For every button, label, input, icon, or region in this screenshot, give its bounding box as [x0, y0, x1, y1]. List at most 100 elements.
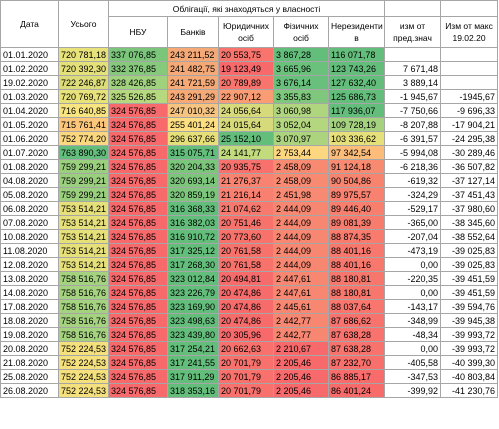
- cell-nbu[interactable]: 325 526,85: [108, 89, 168, 104]
- cell-banks[interactable]: 243 211,52: [167, 47, 219, 62]
- cell-banks[interactable]: 316 382,03: [167, 215, 219, 230]
- cell-legal[interactable]: 24 056,64: [218, 103, 274, 118]
- cell-change-prev[interactable]: -6 218,36: [384, 159, 442, 174]
- cell-change-max[interactable]: -39 945,38: [440, 313, 499, 328]
- header-change-max[interactable]: Изм от макс 19.02.20: [440, 16, 499, 48]
- cell-total[interactable]: 720 392,30: [58, 61, 109, 76]
- cell-change-max[interactable]: -39 993,72: [440, 327, 499, 342]
- cell-legal[interactable]: 20 474,86: [218, 285, 274, 300]
- cell-date[interactable]: 04.08.2020: [0, 173, 59, 188]
- cell-total[interactable]: 752 224,53: [58, 369, 109, 384]
- cell-individuals[interactable]: 2 444,09: [273, 243, 329, 258]
- cell-change-max[interactable]: -41 230,76: [440, 383, 499, 398]
- cell-total[interactable]: 752 224,53: [58, 341, 109, 356]
- cell-total[interactable]: 753 514,21: [58, 201, 109, 216]
- cell-change-max[interactable]: -1945,67: [440, 89, 499, 104]
- cell-nonresidents[interactable]: 88 180,81: [327, 285, 386, 300]
- cell-legal[interactable]: 20 761,58: [218, 257, 274, 272]
- cell-banks[interactable]: 323 439,80: [167, 327, 219, 342]
- cell-date[interactable]: 19.08.2020: [0, 327, 59, 342]
- cell-nbu[interactable]: 324 576,85: [108, 299, 168, 314]
- cell-nonresidents[interactable]: 123 743,26: [327, 61, 386, 76]
- cell-individuals[interactable]: 2 444,09: [273, 201, 329, 216]
- cell-total[interactable]: 758 516,76: [58, 313, 109, 328]
- cell-date[interactable]: 01.04.2020: [0, 103, 59, 118]
- cell-nbu[interactable]: 324 576,85: [108, 383, 168, 398]
- cell-change-max[interactable]: -39 993,72: [440, 341, 499, 356]
- cell-change-prev[interactable]: 0,00: [384, 257, 442, 272]
- cell-nbu[interactable]: 324 576,85: [108, 145, 168, 160]
- cell-nbu[interactable]: 324 576,85: [108, 285, 168, 300]
- cell-nbu[interactable]: 324 576,85: [108, 355, 168, 370]
- cell-change-max[interactable]: -37 451,43: [440, 187, 499, 202]
- cell-change-max[interactable]: [440, 75, 499, 90]
- cell-legal[interactable]: 21 216,14: [218, 187, 274, 202]
- cell-legal[interactable]: 20 474,86: [218, 299, 274, 314]
- cell-legal[interactable]: 20 773,60: [218, 229, 274, 244]
- cell-change-prev[interactable]: -399,92: [384, 383, 442, 398]
- cell-date[interactable]: 20.08.2020: [0, 341, 59, 356]
- cell-individuals[interactable]: 2 205,46: [273, 383, 329, 398]
- cell-date[interactable]: 07.08.2020: [0, 215, 59, 230]
- cell-nonresidents[interactable]: 125 686,73: [327, 89, 386, 104]
- cell-legal[interactable]: 19 123,49: [218, 61, 274, 76]
- cell-individuals[interactable]: 2 451,98: [273, 187, 329, 202]
- cell-individuals[interactable]: 2 442,77: [273, 327, 329, 342]
- header-ownership-group[interactable]: Облігації, які знаходяться у власності: [107, 0, 386, 17]
- cell-change-prev[interactable]: -5 994,08: [384, 145, 442, 160]
- cell-change-prev[interactable]: 0,00: [384, 285, 442, 300]
- cell-total[interactable]: 758 516,76: [58, 299, 109, 314]
- cell-date[interactable]: 01.08.2020: [0, 159, 59, 174]
- cell-total[interactable]: 753 514,21: [58, 257, 109, 272]
- cell-date[interactable]: 17.08.2020: [0, 299, 59, 314]
- cell-legal[interactable]: 20 935,75: [218, 159, 274, 174]
- cell-date[interactable]: 25.08.2020: [0, 369, 59, 384]
- cell-legal[interactable]: 20 474,86: [218, 313, 274, 328]
- cell-change-max[interactable]: -39 451,59: [440, 271, 499, 286]
- cell-date[interactable]: 11.08.2020: [0, 243, 59, 258]
- cell-banks[interactable]: 317 325,12: [167, 243, 219, 258]
- cell-change-max[interactable]: -39 451,59: [440, 285, 499, 300]
- cell-date[interactable]: 21.08.2020: [0, 355, 59, 370]
- cell-total[interactable]: 752 224,53: [58, 383, 109, 398]
- cell-legal[interactable]: 25 152,10: [218, 131, 274, 146]
- header-nbu[interactable]: НБУ: [108, 16, 168, 48]
- cell-date[interactable]: 01.02.2020: [0, 61, 59, 76]
- header-change-prev[interactable]: изм от пред.знач: [384, 16, 442, 48]
- cell-individuals[interactable]: 2 205,46: [273, 355, 329, 370]
- header-date[interactable]: Дата: [0, 0, 59, 48]
- cell-legal[interactable]: 21 074,62: [218, 201, 274, 216]
- cell-individuals[interactable]: 2 458,09: [273, 159, 329, 174]
- cell-individuals[interactable]: 2 210,67: [273, 341, 329, 356]
- cell-nbu[interactable]: 324 576,85: [108, 187, 168, 202]
- cell-individuals[interactable]: 3 665,96: [273, 61, 329, 76]
- cell-nbu[interactable]: 324 576,85: [108, 201, 168, 216]
- cell-nonresidents[interactable]: 127 632,40: [327, 75, 386, 90]
- cell-legal[interactable]: 20 494,81: [218, 271, 274, 286]
- cell-nbu[interactable]: 324 576,85: [108, 215, 168, 230]
- cell-nbu[interactable]: 324 576,85: [108, 173, 168, 188]
- cell-date[interactable]: 06.08.2020: [0, 201, 59, 216]
- cell-date[interactable]: 01.06.2020: [0, 131, 59, 146]
- cell-change-max[interactable]: -36 507,82: [440, 159, 499, 174]
- cell-nbu[interactable]: 324 576,85: [108, 243, 168, 258]
- cell-banks[interactable]: 323 169,90: [167, 299, 219, 314]
- cell-legal[interactable]: 20 553,75: [218, 47, 274, 62]
- cell-date[interactable]: 19.02.2020: [0, 75, 59, 90]
- cell-change-prev[interactable]: -324,29: [384, 187, 442, 202]
- cell-nonresidents[interactable]: 88 401,16: [327, 257, 386, 272]
- cell-date[interactable]: 13.08.2020: [0, 271, 59, 286]
- cell-change-prev[interactable]: -48,34: [384, 327, 442, 342]
- cell-change-max[interactable]: -37 127,14: [440, 173, 499, 188]
- cell-banks[interactable]: 317 268,30: [167, 257, 219, 272]
- cell-nbu[interactable]: 324 576,85: [108, 131, 168, 146]
- cell-individuals[interactable]: 3 060,98: [273, 103, 329, 118]
- cell-banks[interactable]: 323 226,79: [167, 285, 219, 300]
- cell-total[interactable]: 753 514,21: [58, 243, 109, 258]
- cell-nonresidents[interactable]: 117 936,07: [327, 103, 386, 118]
- cell-nonresidents[interactable]: 86 401,24: [327, 383, 386, 398]
- cell-legal[interactable]: 21 276,37: [218, 173, 274, 188]
- cell-nbu[interactable]: 324 576,85: [108, 159, 168, 174]
- cell-banks[interactable]: 317 254,21: [167, 341, 219, 356]
- cell-date[interactable]: 01.01.2020: [0, 47, 59, 62]
